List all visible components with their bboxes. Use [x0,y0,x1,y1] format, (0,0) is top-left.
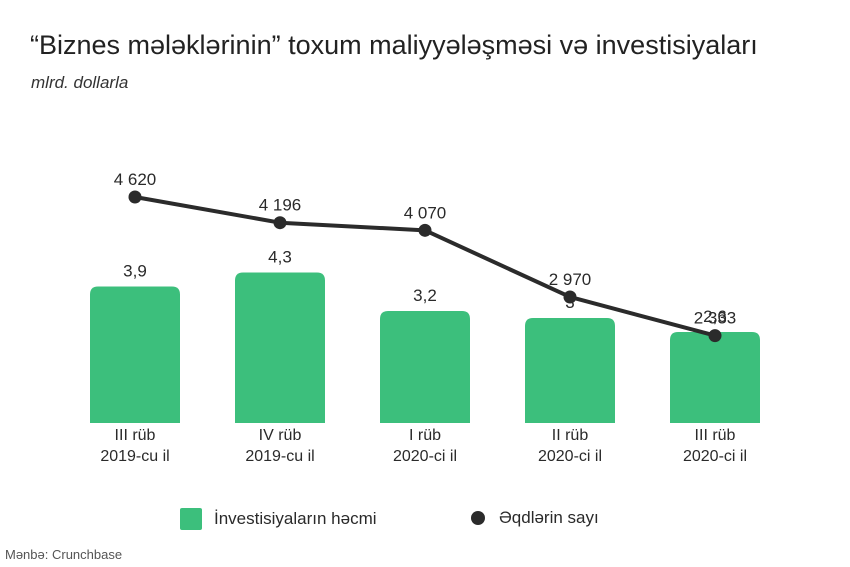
deals-point-3 [418,223,432,237]
deals-value-label-4: 2 970 [549,270,592,289]
legend-item-line: Əqdlərin sayı [471,508,599,528]
bar-1 [90,286,180,423]
bar-4 [525,318,615,423]
deals-point-2 [273,216,287,230]
x-tick-label-1-line1: III rüb [115,427,156,444]
chart-subtitle: mlrd. dollarla [31,73,129,92]
legend-item-bars: İnvestisiyaların həcmi [180,508,377,530]
bar-value-label-5: 2,6 [703,307,727,326]
legend-bar-swatch [180,508,202,530]
deals-point-4 [563,290,577,304]
bar-5 [670,332,760,423]
x-tick-label-1-line2: 2019-cu il [100,448,169,465]
legend-bar-label: İnvestisiyaların həcmi [214,509,377,528]
line-layer: 4 620 4 196 4 070 2 970 2 333 [114,170,737,343]
legend-dot-swatch [471,511,485,525]
deals-value-label-1: 4 620 [114,170,157,189]
legend: İnvestisiyaların həcmi Əqdlərin sayı [0,508,850,538]
legend-line-label: Əqdlərin sayı [499,508,599,527]
x-tick-label-5-line1: III rüb [695,427,736,444]
bar-3 [380,311,470,423]
deals-value-label-5: 2 333 [694,309,737,328]
x-tick-label-2-line2: 2019-cu il [245,448,314,465]
deals-value-label-3: 4 070 [404,203,447,222]
bars-layer: 3,94,33,232,6 [90,248,760,423]
bar-value-label-2: 4,3 [268,248,292,267]
x-tick-label-3-line2: 2020-ci il [393,448,457,465]
deals-point-5 [708,329,722,343]
deals-value-label-2: 4 196 [259,196,302,215]
bar-value-label-3: 3,2 [413,286,437,305]
x-tick-label-3-line1: I rüb [409,427,441,444]
x-tick-label-4-line2: 2020-ci il [538,448,602,465]
source-note: Mənbə: Crunchbase [5,547,123,562]
x-tick-label-4-line1: II rüb [552,427,589,444]
ticks-layer: III rüb 2019-cu il IV rüb 2019-cu il I rüb 20… [100,427,747,465]
bar-2 [235,272,325,423]
x-tick-label-5-line2: 2020-ci il [683,448,747,465]
deals-point-1 [128,190,142,204]
x-tick-label-2-line1: IV rüb [259,427,302,444]
bar-value-label-1: 3,9 [123,262,147,281]
chart-title: “Biznes mələklərinin” toxum maliyyələşmə… [30,30,758,60]
